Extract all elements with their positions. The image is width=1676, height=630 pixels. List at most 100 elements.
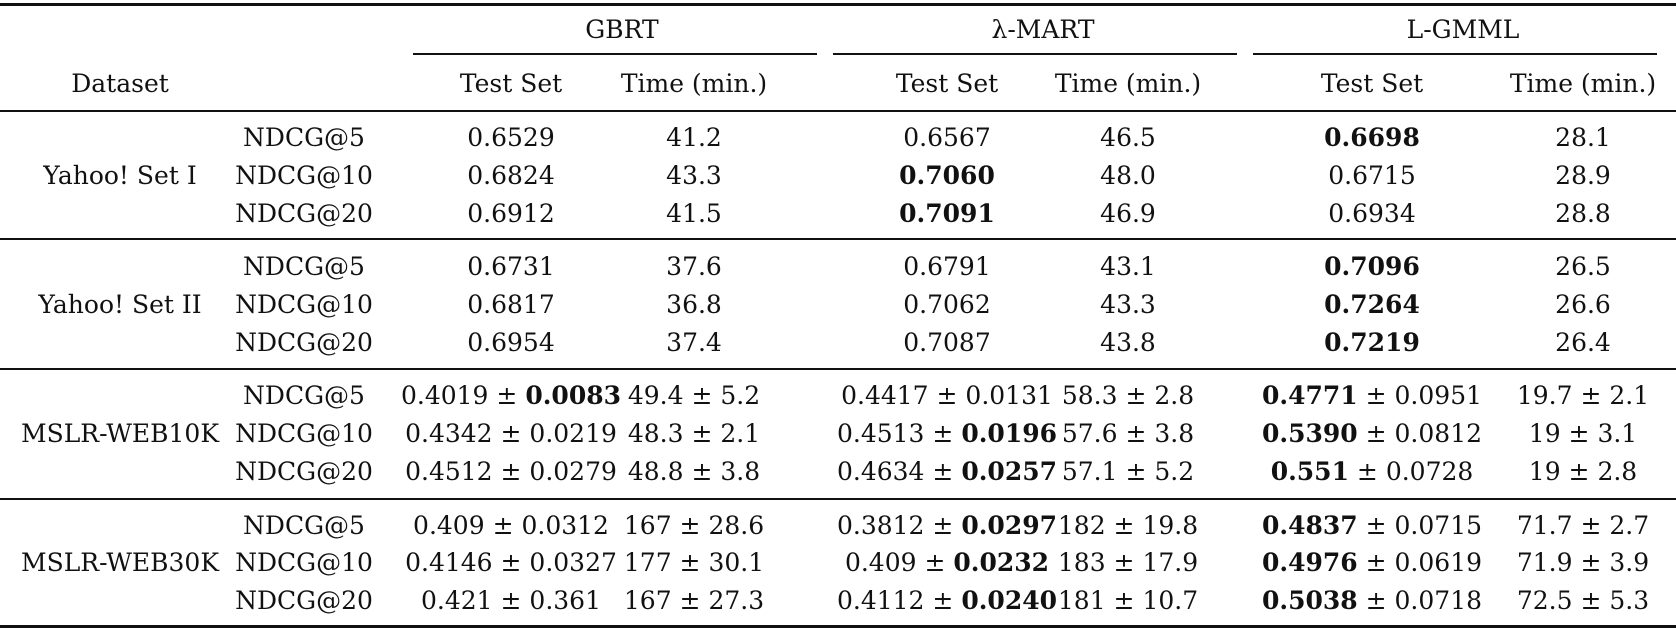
value-main: 26.4 — [1555, 328, 1611, 357]
value-cell: 0.6954 — [467, 328, 554, 358]
value-deviation: 0.0297 — [961, 511, 1058, 540]
metric-label: NDCG@20 — [235, 199, 373, 228]
value-cell: 48.0 — [1100, 161, 1156, 191]
plus-minus-sign: ± — [1105, 548, 1143, 577]
value-cell: 0.4634 ± 0.0257 — [837, 457, 1057, 487]
subcolumn-header: Time (min.) — [1509, 69, 1657, 98]
value-main: 0.7264 — [1324, 290, 1420, 319]
value-deviation: 2.1 — [720, 419, 761, 448]
table-rule — [0, 238, 1676, 240]
metric-label: NDCG@10 — [235, 548, 373, 577]
value-cell: 182 ± 19.8 — [1058, 511, 1198, 541]
plus-minus-sign: ± — [1117, 419, 1155, 448]
value-deviation: 5.3 — [1609, 586, 1650, 615]
method-group-header: GBRT — [585, 15, 659, 44]
value-main: 49.4 — [627, 381, 684, 410]
value-deviation: 0.0232 — [953, 548, 1050, 577]
value-main: 36.8 — [666, 290, 722, 319]
value-deviation: 2.1 — [1609, 381, 1650, 410]
plus-minus-sign: ± — [1560, 419, 1598, 448]
value-cell: 19 ± 3.1 — [1529, 419, 1637, 449]
table-rule — [0, 368, 1676, 370]
value-main: 48.3 — [627, 419, 684, 448]
value-cell: 0.6529 — [467, 123, 554, 153]
plus-minus-sign: ± — [1117, 457, 1155, 486]
plus-minus-sign: ± — [916, 548, 954, 577]
value-main: 0.6567 — [903, 123, 991, 152]
metric-label: NDCG@20 — [235, 586, 373, 615]
value-deviation: 10.7 — [1142, 586, 1199, 615]
value-cell: 0.4342 ± 0.0219 — [405, 419, 617, 449]
value-cell: 26.6 — [1555, 290, 1611, 320]
value-cell: 46.9 — [1100, 199, 1156, 229]
value-main: 37.6 — [666, 252, 722, 281]
value-cell: 41.5 — [666, 199, 722, 229]
value-cell: 0.4976 ± 0.0619 — [1262, 548, 1482, 578]
value-cell: 19 ± 2.8 — [1529, 457, 1637, 487]
plus-minus-sign: ± — [1357, 511, 1395, 540]
value-cell: 0.7264 — [1324, 290, 1420, 320]
value-main: 0.7087 — [903, 328, 991, 357]
value-main: 0.4146 — [405, 548, 493, 577]
value-main: 0.409 — [844, 548, 917, 577]
method-group-header: λ-MART — [991, 15, 1095, 44]
value-cell: 167 ± 28.6 — [624, 511, 764, 541]
value-cell: 0.6817 — [467, 290, 554, 320]
method-group-header: L-GMML — [1406, 15, 1520, 44]
value-deviation: 0.0219 — [529, 419, 617, 448]
value-cell: 0.4112 ± 0.0240 — [837, 586, 1057, 616]
value-main: 0.6731 — [467, 252, 555, 281]
value-cell: 0.6824 — [467, 161, 554, 191]
value-main: 43.3 — [666, 161, 722, 190]
value-main: 0.6824 — [467, 161, 555, 190]
plus-minus-sign: ± — [492, 586, 530, 615]
value-deviation: 0.0279 — [529, 457, 617, 486]
value-main: 0.4112 — [836, 586, 925, 615]
plus-minus-sign: ± — [1105, 586, 1143, 615]
value-cell: 0.5038 ± 0.0718 — [1262, 586, 1482, 616]
plus-minus-sign: ± — [1572, 511, 1610, 540]
value-main: 0.6817 — [467, 290, 555, 319]
value-deviation: 3.9 — [1609, 548, 1650, 577]
plus-minus-sign: ± — [492, 548, 530, 577]
value-main: 46.9 — [1100, 199, 1156, 228]
value-cell: 0.4512 ± 0.0279 — [405, 457, 617, 487]
value-deviation: 27.3 — [708, 586, 765, 615]
value-deviation: 17.9 — [1142, 548, 1199, 577]
plus-minus-sign: ± — [1572, 548, 1610, 577]
value-cell: 0.7062 — [903, 290, 990, 320]
value-main: 0.4417 — [841, 381, 929, 410]
value-deviation: 0.0240 — [961, 586, 1058, 615]
value-deviation: 0.0951 — [1394, 381, 1483, 410]
dataset-name: MSLR-WEB30K — [20, 548, 220, 577]
dataset-name: Yahoo! Set II — [38, 290, 202, 319]
plus-minus-sign: ± — [1357, 548, 1395, 577]
plus-minus-sign: ± — [671, 586, 709, 615]
plus-minus-sign: ± — [1560, 457, 1598, 486]
value-cell: 0.7219 — [1324, 328, 1420, 358]
value-cell: 0.3812 ± 0.0297 — [837, 511, 1057, 541]
metric-label: NDCG@10 — [235, 419, 373, 448]
value-main: 0.7219 — [1324, 328, 1420, 357]
value-cell: 0.551 ± 0.0728 — [1271, 457, 1474, 487]
metric-label: NDCG@5 — [243, 511, 365, 540]
value-main: 0.7096 — [1324, 252, 1420, 281]
value-main: 0.4512 — [405, 457, 493, 486]
value-deviation: 0.0327 — [529, 548, 617, 577]
plus-minus-sign: ± — [683, 457, 721, 486]
value-main: 167 — [623, 586, 672, 615]
metric-label: NDCG@20 — [235, 457, 373, 486]
plus-minus-sign: ± — [683, 381, 721, 410]
value-main: 0.7062 — [903, 290, 991, 319]
value-main: 72.5 — [1516, 586, 1573, 615]
value-cell: 0.6567 — [903, 123, 990, 153]
plus-minus-sign: ± — [683, 419, 721, 448]
value-deviation: 0.0718 — [1394, 586, 1483, 615]
value-deviation: 3.8 — [1154, 419, 1195, 448]
metric-label: NDCG@5 — [243, 381, 365, 410]
value-main: 37.4 — [666, 328, 722, 357]
value-cell: 0.4513 ± 0.0196 — [837, 419, 1057, 449]
value-main: 28.8 — [1555, 199, 1611, 228]
value-main: 0.421 — [421, 586, 493, 615]
value-cell: 48.8 ± 3.8 — [628, 457, 760, 487]
